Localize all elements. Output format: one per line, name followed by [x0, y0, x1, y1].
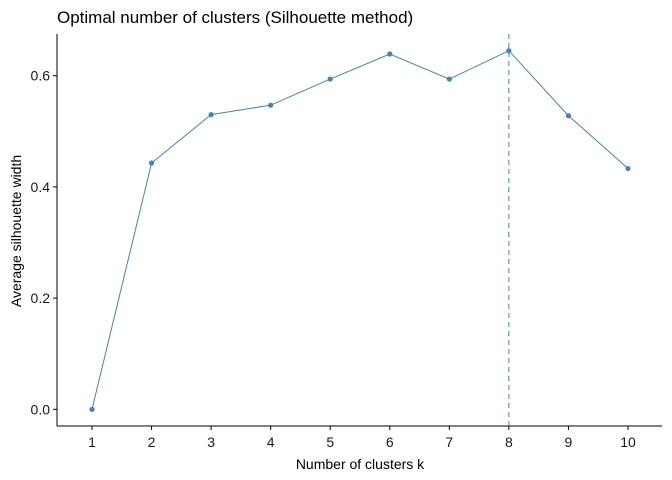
x-tick-label: 10 [620, 434, 636, 450]
x-axis-title: Number of clusters k [296, 456, 425, 472]
x-tick-label: 5 [326, 434, 334, 450]
x-tick-label: 4 [267, 434, 275, 450]
plot-area: 0.0 0.2 0.4 0.6 1 2 3 4 5 6 7 8 9 10 [31, 34, 662, 450]
y-tick-label: 0.2 [31, 290, 51, 306]
y-tick-label: 0.4 [31, 179, 51, 195]
x-tick-label: 7 [445, 434, 453, 450]
data-point [446, 76, 452, 82]
x-tick-label: 3 [207, 434, 215, 450]
y-tick-label: 0.6 [31, 68, 51, 84]
y-axis-title: Average silhouette width [8, 155, 24, 307]
x-tick-label: 9 [565, 434, 573, 450]
data-point [506, 48, 512, 54]
data-point [327, 76, 333, 82]
chart-title: Optimal number of clusters (Silhouette m… [57, 8, 413, 27]
data-point [208, 112, 214, 118]
data-point [268, 102, 274, 108]
x-tick-label: 2 [148, 434, 156, 450]
x-tick-label: 8 [505, 434, 513, 450]
data-point [565, 113, 572, 119]
data-point [148, 160, 155, 166]
series-line [91, 50, 629, 410]
data-point [89, 406, 95, 412]
x-tick-label: 6 [386, 434, 394, 450]
data-point [625, 165, 631, 172]
y-tick-label: 0.0 [31, 401, 51, 417]
x-tick-label: 1 [88, 434, 96, 450]
data-point [387, 51, 393, 57]
